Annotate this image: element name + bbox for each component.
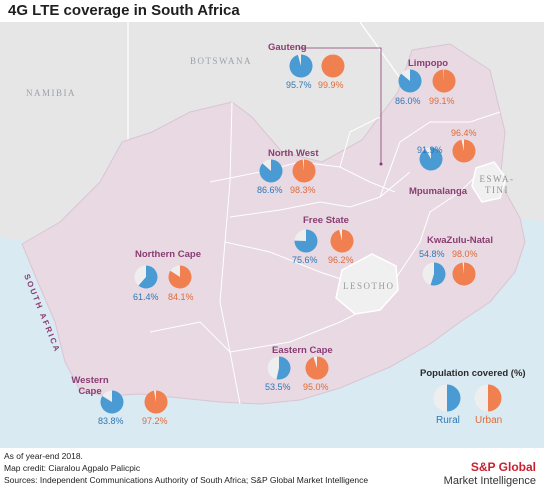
province-label-kwazulu-natal: KwaZulu-Natal — [427, 235, 493, 246]
urban-pie-northern-cape — [168, 265, 192, 289]
namibia-label: NAMIBIA — [26, 88, 76, 98]
footer-sources: Sources: Independent Communications Auth… — [4, 475, 369, 485]
brand-subtitle: Market Intelligence — [443, 475, 536, 487]
rural-pie-gauteng — [289, 54, 313, 78]
urban-value-free-state: 96.2% — [328, 255, 354, 265]
province-label-north-west: North West — [268, 148, 319, 159]
rural-pie-kwazulu-natal — [422, 262, 446, 286]
urban-value-western-cape: 97.2% — [142, 416, 168, 426]
rural-value-gauteng: 95.7% — [286, 80, 312, 90]
urban-value-limpopo: 99.1% — [429, 96, 455, 106]
lesotho-label: LESOTHO — [343, 281, 395, 291]
urban-pie-gauteng — [321, 54, 345, 78]
footer-credit: Map credit: Ciaralou Agpalo Palicpic — [4, 463, 141, 473]
rural-value-north-west: 86.6% — [257, 185, 283, 195]
gauteng-pointer — [300, 47, 382, 164]
lesotho-shape — [335, 253, 399, 315]
rural-value-mpumalanga: 91.9% — [417, 145, 443, 155]
urban-value-gauteng: 99.9% — [318, 80, 344, 90]
rural-pie-limpopo — [398, 69, 422, 93]
rural-value-limpopo: 86.0% — [395, 96, 421, 106]
urban-pie-limpopo — [432, 69, 456, 93]
rural-value-eastern-cape: 53.5% — [265, 382, 291, 392]
rural-pie-free-state — [294, 229, 318, 253]
province-label-western-cape: Western Cape — [71, 375, 109, 397]
province-label-northern-cape: Northern Cape — [135, 249, 201, 260]
legend-urban-label: Urban — [475, 415, 503, 426]
legend-rural-pie — [433, 384, 461, 412]
legend-title: Population covered (%) — [420, 368, 526, 379]
province-label-free-state: Free State — [303, 215, 349, 226]
urban-value-mpumalanga: 96.4% — [451, 128, 477, 138]
brand-name: S&P Global — [470, 460, 536, 474]
rural-pie-northern-cape — [134, 265, 158, 289]
rural-pie-eastern-cape — [267, 356, 291, 380]
urban-pie-eastern-cape — [305, 356, 329, 380]
legend-rural-label: Rural — [436, 415, 460, 426]
map-title: 4G LTE coverage in South Africa — [8, 2, 240, 19]
legend-urban-pie — [474, 384, 502, 412]
rural-pie-mpumalanga — [419, 147, 443, 171]
province-label-eastern-cape: Eastern Cape — [272, 345, 333, 356]
eswatini-shape — [471, 161, 507, 203]
province-label-limpopo: Limpopo — [408, 58, 449, 69]
rural-value-northern-cape: 61.4% — [133, 292, 159, 302]
rural-pie-north-west — [259, 159, 283, 183]
rural-value-western-cape: 83.8% — [98, 416, 124, 426]
eswatini-label: ESWA-TINI — [479, 174, 515, 195]
urban-pie-free-state — [330, 229, 354, 253]
province-label-mpumalanga: Mpumalanga — [408, 186, 468, 197]
south-africa-land — [21, 43, 526, 405]
rural-value-kwazulu-natal: 54.8% — [419, 249, 445, 259]
province-label-gauteng: Gauteng — [268, 42, 307, 53]
rural-value-free-state: 75.6% — [292, 255, 318, 265]
footer-date: As of year-end 2018. — [4, 451, 83, 461]
botswana-label: BOTSWANA — [190, 56, 253, 66]
urban-pie-kwazulu-natal — [452, 262, 476, 286]
urban-value-north-west: 98.3% — [290, 185, 316, 195]
urban-value-northern-cape: 84.1% — [168, 292, 194, 302]
urban-value-kwazulu-natal: 98.0% — [452, 249, 478, 259]
urban-pie-north-west — [292, 159, 316, 183]
rural-pie-western-cape — [100, 390, 124, 414]
urban-pie-western-cape — [144, 390, 168, 414]
urban-pie-mpumalanga — [452, 139, 476, 163]
urban-value-eastern-cape: 95.0% — [303, 382, 329, 392]
